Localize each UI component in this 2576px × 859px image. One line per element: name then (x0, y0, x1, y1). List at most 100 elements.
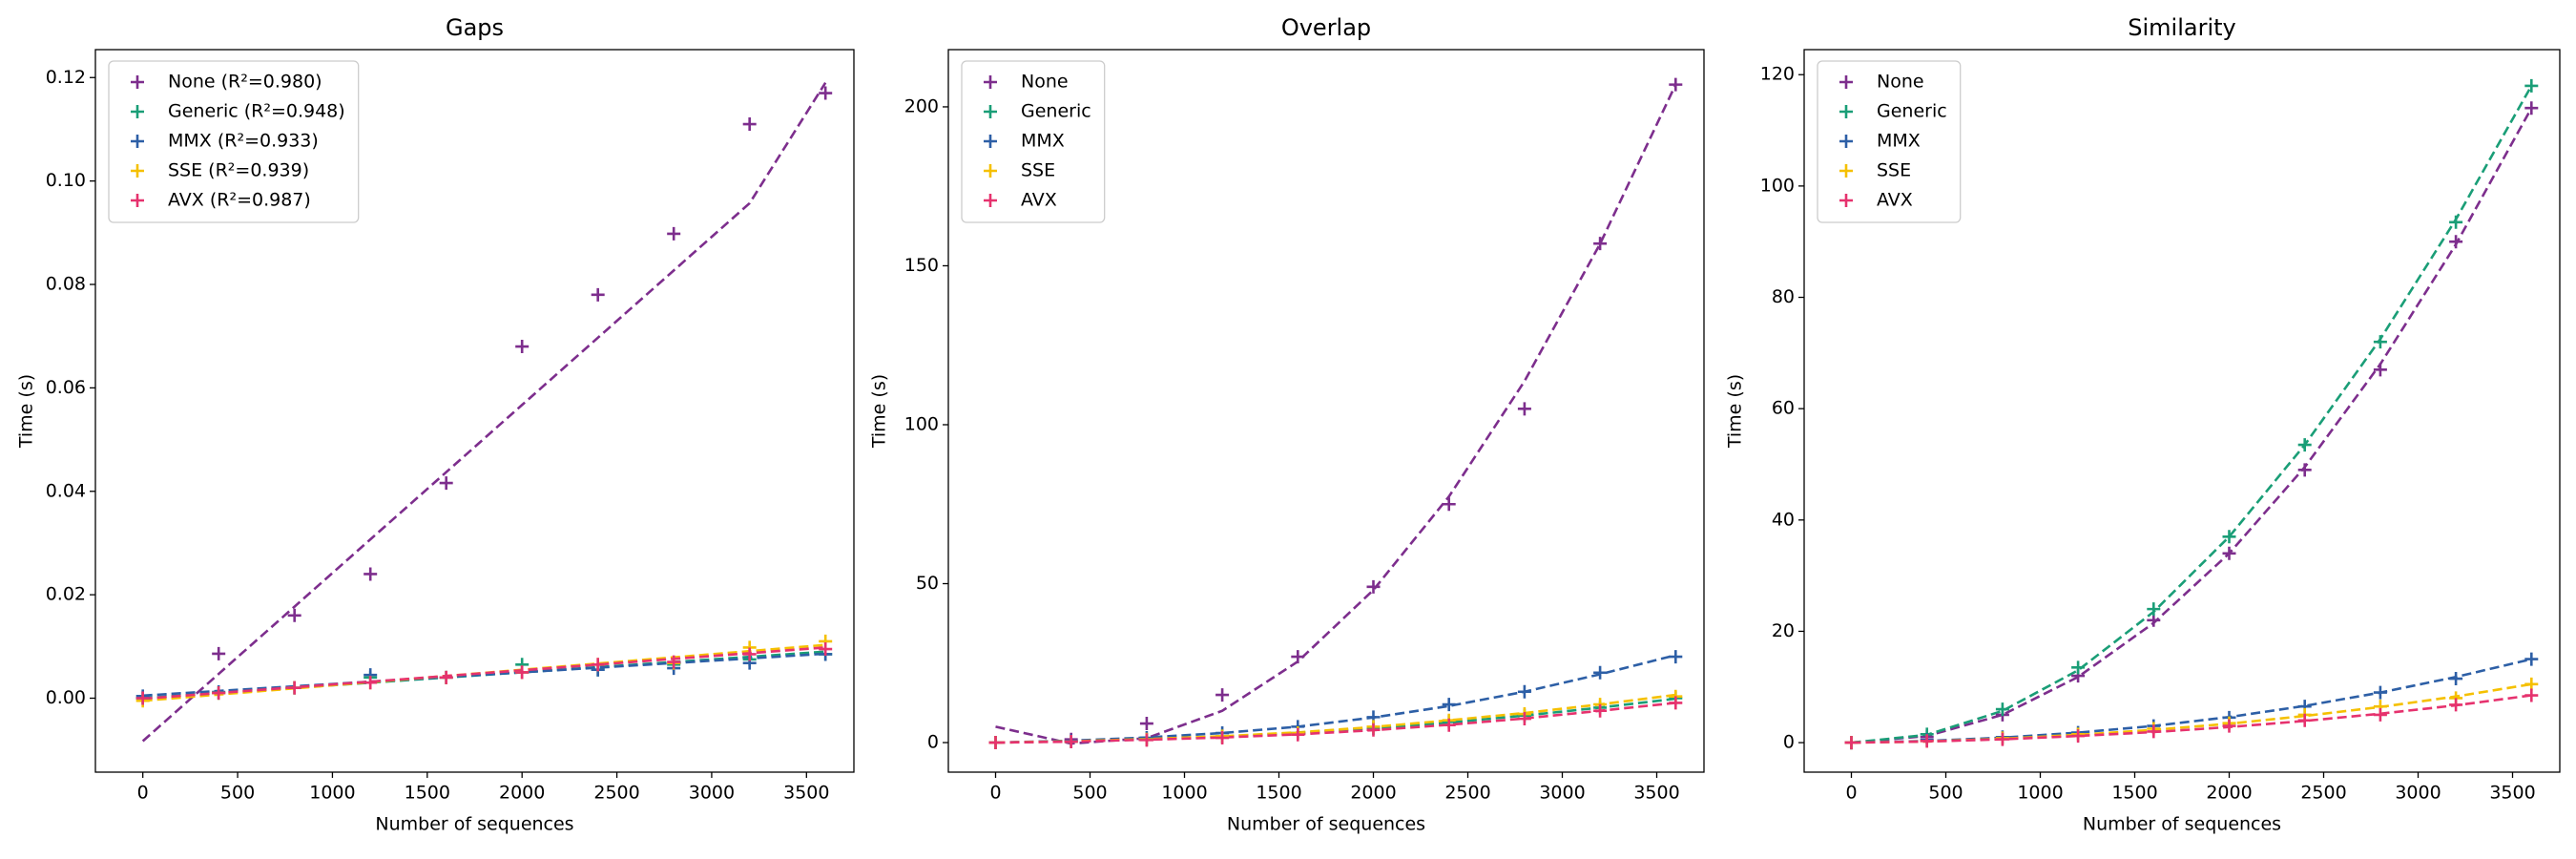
plot-frame (1803, 49, 2561, 773)
data-point (1995, 732, 2009, 746)
fit-line (995, 693, 1676, 744)
data-point (591, 287, 605, 302)
x-tick-label: 3000 (2395, 783, 2441, 804)
x-tick-label: 0 (989, 783, 1001, 804)
legend-box (108, 60, 360, 223)
data-point (2297, 463, 2312, 477)
y-axis-label: Time (s) (869, 374, 890, 449)
y-tick-label: 0.00 (46, 687, 86, 708)
data-point (2373, 335, 2387, 349)
x-tick-label: 1000 (2017, 783, 2063, 804)
y-tick-label: 0.10 (46, 170, 86, 191)
legend-label: AVX (1021, 190, 1057, 211)
data-point (667, 226, 681, 241)
data-point (135, 691, 150, 705)
data-point (1593, 237, 1608, 251)
legend: None Generic MMX SSE AVX (1817, 60, 1962, 223)
data-point (1215, 731, 1230, 745)
y-tick-label: 0 (1783, 732, 1795, 753)
data-point (1139, 733, 1153, 747)
legend: None Generic MMX SSE AVX (961, 60, 1106, 223)
data-point (2297, 713, 2312, 727)
legend-label: AVX (1877, 190, 1913, 211)
x-tick-label: 3500 (2489, 783, 2535, 804)
legend-label: MMX (1877, 131, 1921, 152)
y-tick-label: 150 (904, 255, 939, 276)
data-point (2373, 363, 2387, 377)
y-tick-label: 60 (1772, 398, 1795, 419)
data-point (1517, 402, 1531, 416)
data-point (1291, 650, 1305, 664)
y-tick-label: 0.04 (46, 480, 86, 501)
data-point (2524, 688, 2539, 702)
x-tick-label: 1500 (2111, 783, 2157, 804)
legend-marker (984, 164, 997, 178)
legend-box (961, 60, 1106, 223)
data-point (1517, 712, 1531, 726)
data-point (2373, 685, 2387, 700)
data-point (819, 642, 833, 657)
x-tick-label: 2500 (2300, 783, 2346, 804)
data-point (364, 676, 378, 690)
legend-marker (984, 194, 997, 207)
legend-label: Generic (R²=0.948) (168, 101, 345, 122)
y-tick-label: 200 (904, 95, 939, 116)
y-tick-label: 80 (1772, 286, 1795, 307)
legend-marker (1839, 164, 1853, 178)
x-tick-label: 1500 (405, 783, 450, 804)
x-tick-label: 2000 (499, 783, 545, 804)
fit-line (995, 697, 1676, 744)
data-point (819, 86, 833, 100)
data-point (515, 665, 530, 680)
legend-label: None (R²=0.980) (168, 72, 322, 93)
legend-label: MMX (1021, 131, 1065, 152)
legend-marker (131, 194, 144, 207)
x-tick-label: 0 (1845, 783, 1857, 804)
data-point (439, 670, 453, 684)
y-tick-label: 0.02 (46, 584, 86, 605)
legend-label: AVX (R²=0.987) (168, 190, 311, 211)
legend-marker (131, 105, 144, 118)
data-point (2222, 530, 2236, 544)
x-tick-label: 1000 (309, 783, 355, 804)
y-tick-label: 120 (1760, 64, 1795, 85)
x-tick-label: 1500 (1256, 783, 1301, 804)
x-tick-label: 500 (1928, 783, 1963, 804)
chart-title: Similarity (2128, 14, 2235, 41)
data-point (2449, 698, 2463, 712)
y-tick-label: 100 (1760, 175, 1795, 196)
y-tick-label: 0.08 (46, 274, 86, 295)
data-point (1442, 718, 1456, 732)
data-point (2524, 652, 2539, 666)
data-point (591, 658, 605, 672)
fit-line (1851, 85, 2533, 744)
data-point (439, 476, 453, 491)
data-point (1064, 735, 1078, 749)
data-point (2524, 101, 2539, 115)
data-point (2222, 719, 2236, 733)
x-axis-label: Number of sequences (375, 814, 573, 835)
data-point (1366, 723, 1381, 737)
data-point (667, 655, 681, 669)
legend-marker (131, 164, 144, 178)
y-tick-label: 50 (916, 573, 939, 594)
legend-marker (984, 75, 997, 89)
data-point (2449, 235, 2463, 249)
data-point (2222, 546, 2236, 560)
legend-marker (984, 135, 997, 148)
x-tick-label: 0 (137, 783, 149, 804)
y-tick-label: 20 (1772, 620, 1795, 641)
data-point (287, 608, 301, 622)
x-tick-label: 2500 (1444, 783, 1490, 804)
x-tick-label: 1000 (1161, 783, 1207, 804)
x-tick-label: 3500 (783, 783, 829, 804)
data-point (1442, 698, 1456, 712)
legend-box (1817, 60, 1962, 223)
x-tick-label: 3000 (1539, 783, 1585, 804)
fit-line (995, 702, 1676, 744)
fit-line (995, 84, 1677, 745)
data-point (2147, 724, 2161, 739)
data-point (1593, 703, 1608, 718)
data-point (1517, 684, 1531, 699)
